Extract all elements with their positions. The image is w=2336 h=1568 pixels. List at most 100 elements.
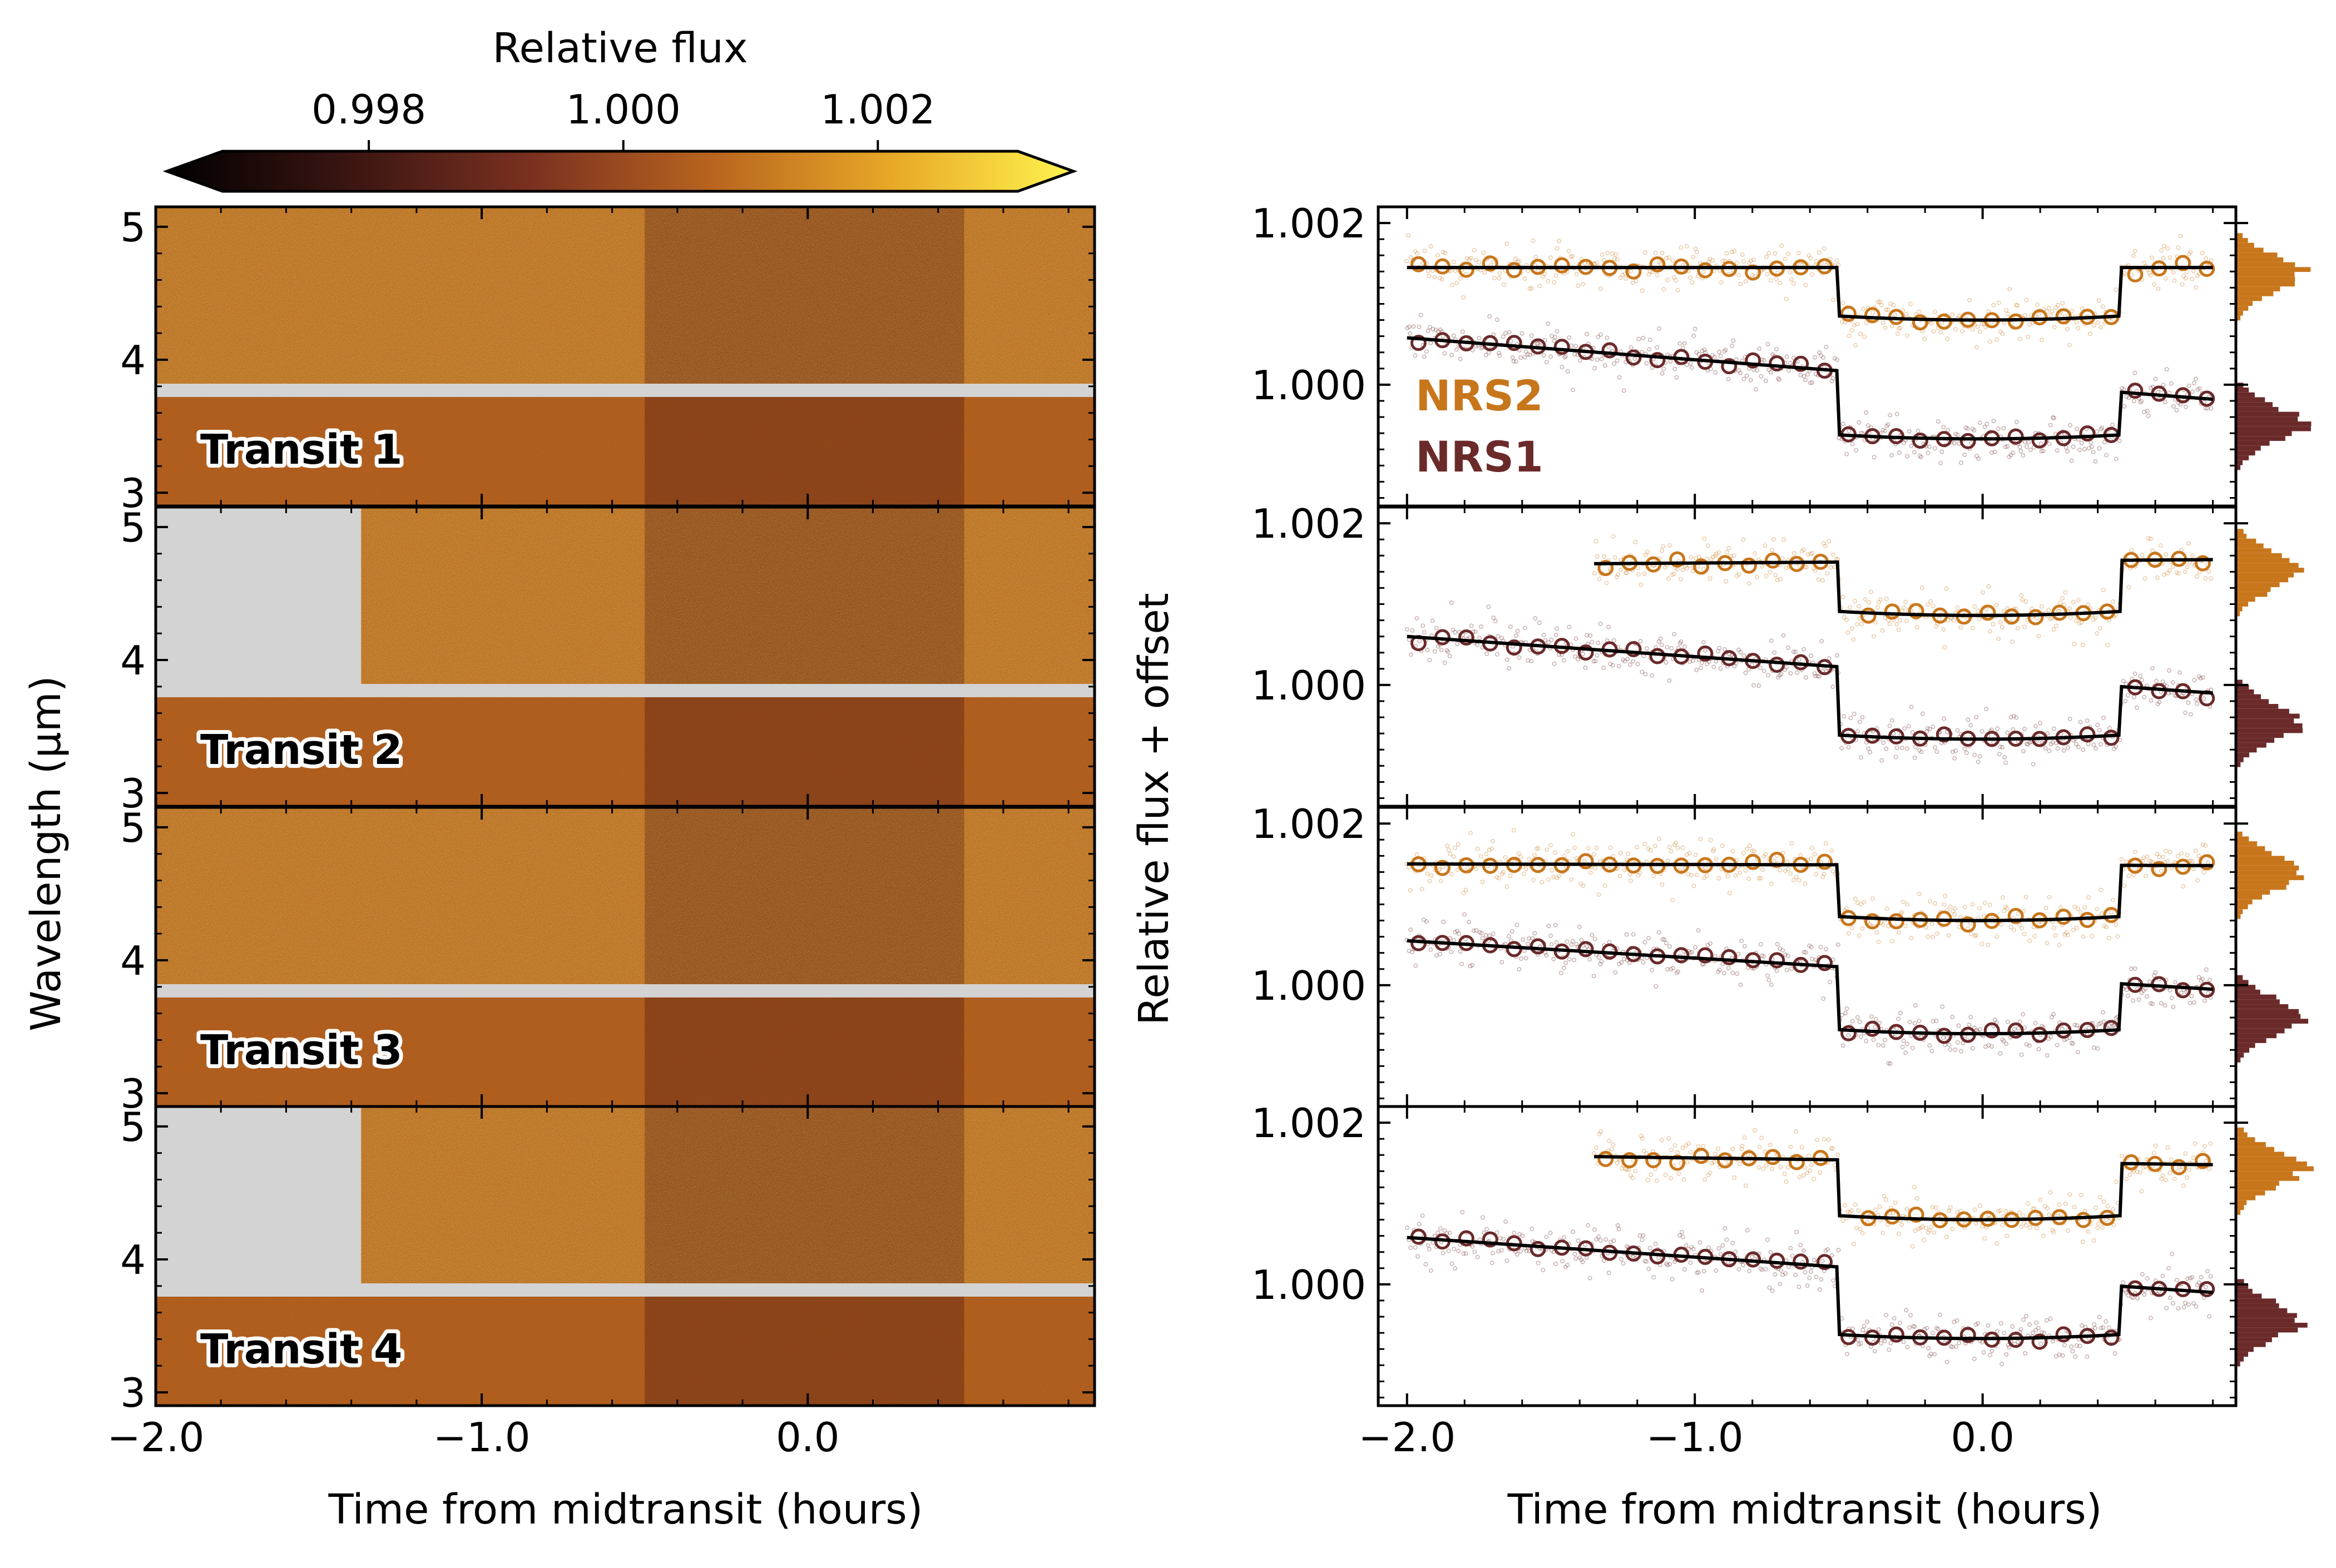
- nrs1-raw-point: [2019, 1052, 2024, 1057]
- nrs1-histogram-bar: [2237, 1043, 2255, 1048]
- nrs1-raw-point: [1494, 317, 1499, 322]
- nrs1-histogram-bar: [2237, 994, 2276, 1000]
- nrs1-raw-point: [1507, 666, 1512, 671]
- nrs1-raw-point: [1889, 1322, 1894, 1327]
- nrs2-raw-point: [1670, 897, 1675, 902]
- nrs1-raw-point: [2075, 1050, 2080, 1055]
- nrs1-histogram-bar: [2237, 1009, 2299, 1014]
- nrs1-raw-point: [1894, 1026, 1899, 1031]
- x-tick-label: −1.0: [1646, 1414, 1744, 1461]
- nrs1-raw-point: [1702, 648, 1708, 653]
- nrs2-raw-point: [1756, 1165, 1761, 1170]
- nrs1-raw-point: [2149, 698, 2154, 703]
- nrs1-raw-point: [1786, 645, 1791, 650]
- nrs1-raw-point: [1827, 656, 1832, 661]
- nrs2-raw-point: [1636, 873, 1641, 878]
- nrs1-raw-point: [1803, 950, 1808, 955]
- nrs1-raw-point: [1660, 937, 1665, 942]
- nrs2-raw-point: [2072, 904, 2077, 909]
- nrs1-raw-point: [2022, 726, 2027, 731]
- nrs1-raw-point: [1601, 665, 1606, 670]
- nrs1-raw-point: [1841, 421, 1846, 426]
- nrs1-binned-point: [1625, 349, 1642, 366]
- nrs2-raw-point: [1542, 271, 1547, 276]
- nrs2-raw-point: [1922, 336, 1927, 341]
- nrs2-raw-point: [2119, 857, 2124, 862]
- nrs2-raw-point: [1854, 1225, 1859, 1230]
- nrs1-raw-point: [1504, 657, 1510, 662]
- nrs2-raw-point: [1784, 565, 1789, 570]
- left-x-tick-labels: −2.0 −1.0 0.0: [107, 1414, 840, 1461]
- nrs2-raw-point: [2023, 1223, 2028, 1228]
- nrs1-raw-point: [1434, 626, 1439, 631]
- detector-gap: [156, 384, 1095, 397]
- nrs2-raw-point: [1855, 900, 1860, 905]
- nrs2-raw-point: [1501, 282, 1506, 287]
- nrs2-raw-point: [1523, 866, 1528, 871]
- nrs1-raw-point: [2047, 748, 2052, 753]
- nrs2-raw-point: [1938, 330, 1943, 335]
- nrs2-raw-point: [2010, 639, 2015, 644]
- nrs1-raw-point: [1616, 664, 1621, 669]
- nrs2-raw-point: [1702, 536, 1707, 541]
- nrs1-raw-point: [2131, 694, 2136, 699]
- nrs1-binned-point: [2079, 726, 2096, 743]
- nrs2-raw-point: [2165, 859, 2170, 864]
- nrs2-raw-point: [2063, 590, 2068, 595]
- nrs1-raw-point: [1932, 1352, 1937, 1357]
- nrs2-raw-point: [1661, 287, 1666, 292]
- nrs2-raw-point: [1766, 251, 1771, 256]
- nrs1-raw-point: [2139, 678, 2144, 683]
- nrs1-raw-point: [1496, 634, 1501, 639]
- nrs1-raw-point: [1907, 1325, 1912, 1330]
- nrs1-raw-point: [1940, 1004, 1945, 1009]
- nrs1-raw-point: [2018, 1327, 2023, 1332]
- nrs2-raw-point: [1962, 905, 1967, 910]
- nrs1-raw-point: [2001, 1039, 2006, 1044]
- nrs1-histogram-bar: [2237, 1357, 2244, 1362]
- nrs1-raw-point: [2104, 453, 2109, 458]
- nrs1-raw-point: [2124, 987, 2129, 992]
- nrs1-raw-point: [1840, 1043, 1845, 1048]
- nrs1-raw-point: [1606, 1271, 1611, 1276]
- nrs2-raw-point: [2059, 1212, 2064, 1217]
- nrs2-series: [1591, 1128, 2213, 1249]
- nrs2-raw-point: [1450, 282, 1455, 287]
- nrs1-raw-point: [1431, 1240, 1436, 1246]
- nrs1-raw-point: [2186, 700, 2191, 705]
- nrs2-raw-point: [1858, 331, 1863, 336]
- nrs1-raw-point: [2107, 726, 2112, 731]
- nrs2-raw-point: [1835, 1152, 1840, 1157]
- nrs2-raw-point: [1696, 564, 1701, 569]
- nrs1-raw-point: [1656, 1256, 1661, 1261]
- nrs2-raw-point: [2161, 572, 2166, 577]
- nrs2-raw-point: [1757, 1144, 1762, 1149]
- nrs2-raw-point: [1675, 1150, 1680, 1155]
- nrs1-raw-point: [1692, 945, 1697, 950]
- nrs2-raw-point: [1489, 846, 1494, 851]
- nrs2-raw-point: [1876, 939, 1881, 944]
- nrs2-raw-point: [1602, 883, 1607, 888]
- nrs1-raw-point: [1562, 355, 1567, 360]
- nrs2-raw-point: [1950, 909, 1955, 914]
- nrs2-histogram-bar: [2237, 568, 2304, 573]
- nrs1-series: [1405, 312, 2215, 465]
- nrs2-raw-point: [1487, 847, 1492, 852]
- nrs2-raw-point: [1839, 319, 1844, 324]
- nrs2-raw-point: [2039, 337, 2044, 342]
- nrs2-histogram-bar: [2237, 1137, 2255, 1142]
- nrs1-raw-point: [1888, 1061, 1893, 1066]
- nrs2-raw-point: [1607, 1138, 1612, 1143]
- nrs2-raw-point: [1996, 637, 2001, 642]
- nrs1-raw-point: [1758, 1266, 1763, 1271]
- nrs1-raw-point: [1931, 1331, 1936, 1336]
- nrs2-raw-point: [1517, 259, 1522, 264]
- nrs2-raw-point: [1730, 848, 1735, 854]
- nrs1-raw-point: [1562, 1235, 1567, 1240]
- nrs1-raw-point: [1842, 714, 1847, 719]
- nrs1-raw-point: [1802, 374, 1807, 379]
- nrs2-raw-point: [1844, 617, 1849, 622]
- nrs1-raw-point: [1716, 969, 1721, 974]
- nrs1-raw-point: [1569, 343, 1574, 348]
